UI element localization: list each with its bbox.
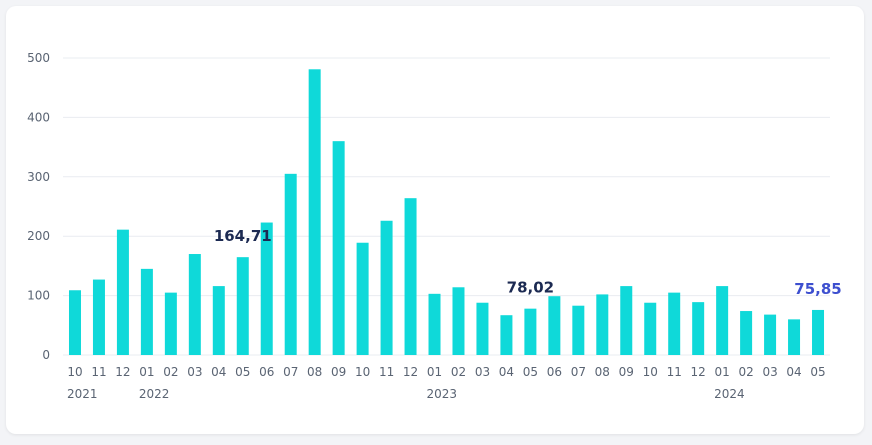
x-tick-label: 07 (571, 365, 586, 379)
bar (620, 286, 633, 355)
bar (452, 287, 465, 355)
year-label: 2023 (427, 387, 458, 401)
bars (68, 69, 825, 355)
bar (116, 229, 129, 355)
bar (524, 308, 537, 355)
bar (140, 268, 153, 355)
data-label: 164,71 (214, 227, 272, 245)
bar (380, 220, 393, 355)
x-tick-label: 08 (595, 365, 610, 379)
bar (788, 319, 801, 355)
x-tick-label: 10 (67, 365, 82, 379)
bar (164, 292, 177, 355)
grid-lines (63, 57, 830, 356)
x-tick-label: 06 (259, 365, 274, 379)
bar (284, 173, 297, 355)
bar (500, 315, 513, 355)
data-label: 75,85 (794, 280, 841, 298)
x-tick-label: 05 (810, 365, 825, 379)
bar (596, 294, 609, 355)
bar (668, 292, 681, 355)
y-tick-label: 300 (27, 170, 50, 184)
x-tick-label: 04 (499, 365, 514, 379)
bar (428, 293, 441, 355)
x-tick-label: 10 (643, 365, 658, 379)
bar (572, 305, 585, 355)
x-tick-label: 02 (451, 365, 466, 379)
bar (188, 254, 201, 355)
bar (404, 198, 417, 355)
x-tick-label: 04 (786, 365, 801, 379)
x-tick-label: 04 (211, 365, 226, 379)
x-tick-label: 11 (91, 365, 106, 379)
x-tick-label: 03 (475, 365, 490, 379)
bar (212, 286, 225, 355)
bar (260, 222, 273, 355)
x-tick-label: 11 (379, 365, 394, 379)
bar (332, 141, 345, 355)
year-label: 2021 (67, 387, 98, 401)
x-tick-label: 08 (307, 365, 322, 379)
x-tick-label: 10 (355, 365, 370, 379)
y-tick-label: 0 (42, 348, 50, 362)
x-tick-label: 12 (115, 365, 130, 379)
x-axis-ticks: 10 11 12 01 02 03 04 05 06 07 08 09 10 11 12 01 02 03 04 05… (67, 365, 825, 379)
x-tick-label: 01 (715, 365, 730, 379)
x-tick-label: 12 (403, 365, 418, 379)
x-tick-label: 05 (235, 365, 250, 379)
bar (716, 286, 729, 355)
x-tick-label: 02 (163, 365, 178, 379)
x-tick-label: 09 (331, 365, 346, 379)
bar (692, 302, 705, 355)
x-tick-label: 07 (283, 365, 298, 379)
x-tick-label: 01 (139, 365, 154, 379)
data-label: 78,02 (507, 279, 554, 297)
x-tick-label: 09 (619, 365, 634, 379)
y-tick-label: 500 (27, 51, 50, 65)
bar (548, 296, 561, 355)
bar (812, 309, 825, 355)
x-tick-label: 11 (667, 365, 682, 379)
x-tick-label: 03 (187, 365, 202, 379)
y-tick-label: 100 (27, 289, 50, 303)
y-tick-label: 400 (27, 110, 50, 124)
x-tick-label: 05 (523, 365, 538, 379)
y-axis-ticks: 0 100 200 300 400 500 (27, 51, 50, 362)
y-tick-label: 200 (27, 229, 50, 243)
bar (356, 242, 369, 355)
x-tick-label: 12 (691, 365, 706, 379)
x-tick-label: 02 (738, 365, 753, 379)
year-labels: 2021 2022 2023 2024 (67, 387, 745, 401)
year-label: 2024 (714, 387, 745, 401)
x-tick-label: 06 (547, 365, 562, 379)
bar (476, 302, 489, 355)
bar (308, 69, 321, 355)
x-tick-label: 01 (427, 365, 442, 379)
bar (92, 279, 105, 355)
annotations: 164,71 78,02 75,85 (214, 227, 842, 298)
x-tick-label: 03 (762, 365, 777, 379)
bar (740, 311, 753, 355)
bar (764, 314, 777, 355)
bar (236, 257, 249, 355)
chart-card (6, 6, 864, 434)
year-label: 2022 (139, 387, 170, 401)
bar (644, 302, 657, 355)
bar (68, 290, 81, 355)
